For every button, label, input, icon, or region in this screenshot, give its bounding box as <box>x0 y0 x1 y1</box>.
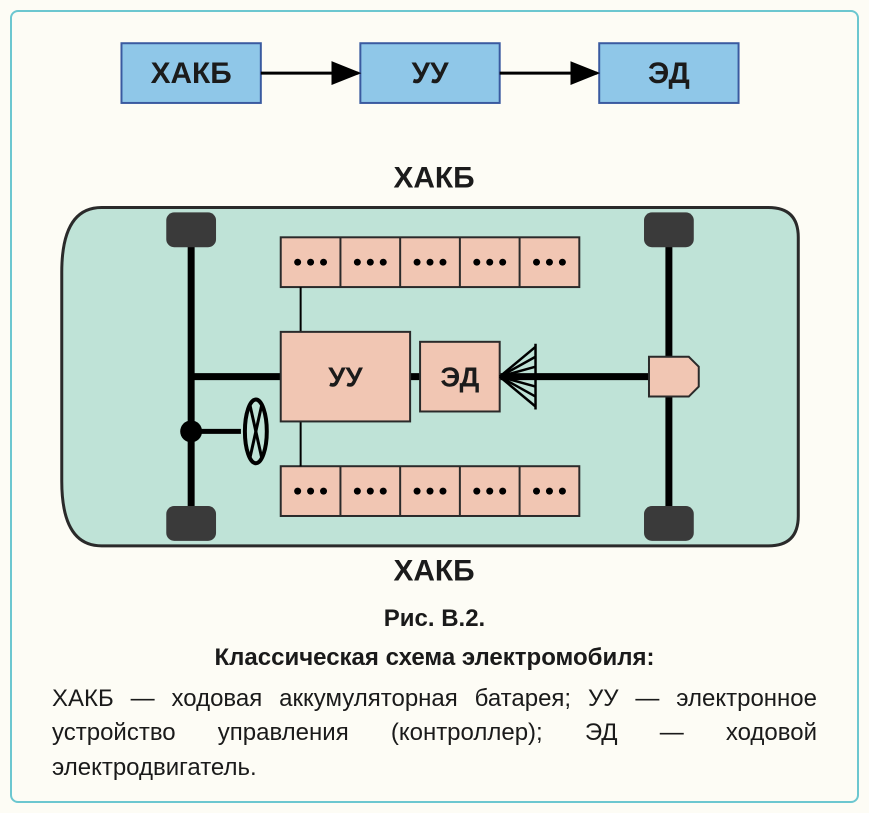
flow-box-ed-label: ЭД <box>648 57 690 90</box>
controller-uu-label: УУ <box>328 362 363 393</box>
differential <box>649 357 699 397</box>
motor-ed: ЭД <box>420 342 500 412</box>
battery-row-top <box>281 237 580 287</box>
battery-row-bottom <box>281 466 580 516</box>
flow-box-ed: ЭД <box>599 43 738 103</box>
caption-legend: ХАКБ — ходовая аккумуляторная батарея; У… <box>52 682 817 786</box>
flow-box-uu-label: УУ <box>411 57 449 90</box>
flow-box-hakb-label: ХАКБ <box>151 57 232 90</box>
controller-uu: УУ <box>281 332 410 422</box>
diagram-svg: ХАКБ УУ ЭД ХАКБ <box>12 12 857 592</box>
tire-rl <box>166 506 216 541</box>
caption-fig-number: Рис. В.2. <box>52 602 817 637</box>
motor-ed-label: ЭД <box>440 362 479 393</box>
car-bottom-label: ХАКБ <box>393 555 474 588</box>
figure-caption: Рис. В.2. Классическая схема электромоби… <box>52 602 817 786</box>
flow-box-hakb: ХАКБ <box>121 43 260 103</box>
tire-rr <box>644 506 694 541</box>
flow-box-uu: УУ <box>360 43 499 103</box>
car-schematic: УУ ЭД <box>62 207 799 545</box>
car-top-label: ХАКБ <box>393 162 474 195</box>
caption-title: Классическая схема электромобиля: <box>52 641 817 676</box>
tire-fr <box>644 212 694 247</box>
flow-diagram: ХАКБ УУ ЭД <box>121 43 738 103</box>
tire-fl <box>166 212 216 247</box>
figure-frame: ХАКБ УУ ЭД ХАКБ <box>10 10 859 803</box>
